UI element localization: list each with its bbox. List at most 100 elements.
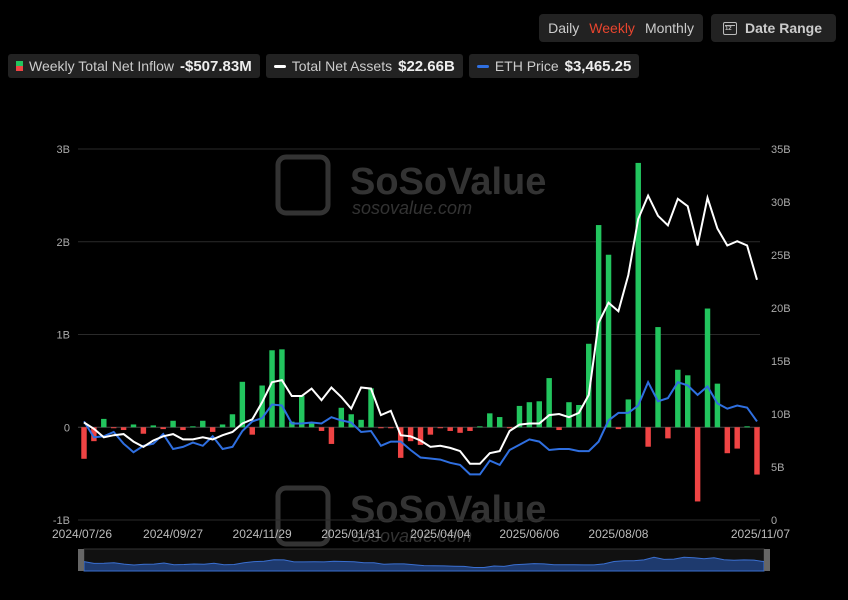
eth-price-line <box>83 379 758 476</box>
inflow-bar <box>675 369 681 428</box>
inflow-bar <box>81 427 87 459</box>
inflow-bar <box>318 427 325 431</box>
legend-inflow[interactable]: Weekly Total Net Inflow -$507.83M <box>8 54 260 78</box>
tab-daily[interactable]: Daily <box>548 20 580 36</box>
inflow-bar <box>506 427 513 429</box>
inflow-bar <box>427 427 434 435</box>
inflow-bar <box>180 427 186 431</box>
period-selector: Daily Weekly Monthly <box>539 14 703 42</box>
legend-inflow-value: -$507.83M <box>180 57 252 75</box>
legend-price-value: $3,465.25 <box>564 57 632 75</box>
net-assets-line <box>83 193 758 465</box>
x-tick-label: 2024/11/29 <box>233 527 292 541</box>
inflow-bar <box>101 418 107 428</box>
legend-assets-label: Total Net Assets <box>291 58 393 74</box>
calendar-icon <box>722 21 737 35</box>
inflow-bar <box>417 427 424 445</box>
y-axis-right: 35B 30B 25B 20B 15B 10B 5B 0 <box>771 144 791 527</box>
y-right-tick-label: 5B <box>771 462 784 474</box>
inflow-bar <box>754 427 760 475</box>
inflow-bar <box>219 424 226 428</box>
legend-assets[interactable]: Total Net Assets $22.66B <box>265 54 463 78</box>
inflow-bar <box>140 427 147 434</box>
inflow-bar <box>576 404 582 428</box>
legend-inflow-label: Weekly Total Net Inflow <box>29 58 174 74</box>
inflow-bar <box>615 427 622 430</box>
inflow-bar <box>91 427 97 442</box>
watermark-logo <box>275 154 331 216</box>
navigator-sparkline <box>83 556 765 572</box>
watermark-brand: SoSoValue <box>350 489 546 531</box>
y-right-tick-label: 30B <box>771 197 791 209</box>
inflow-bar <box>259 385 265 428</box>
toolbar: Daily Weekly Monthly Date Range <box>539 14 836 42</box>
line-swatch-icon <box>476 64 489 68</box>
series-lines <box>83 193 758 476</box>
tab-monthly[interactable]: Monthly <box>644 20 694 36</box>
inflow-bar <box>496 417 503 428</box>
watermark-url: sosovalue.com <box>352 526 472 546</box>
y-right-tick-label: 35B <box>771 144 791 156</box>
inflow-bar <box>635 162 641 428</box>
inflow-bar <box>516 405 523 428</box>
navigator-handle-left[interactable] <box>78 549 84 571</box>
inflow-bar <box>338 407 345 428</box>
y-right-tick-label: 10B <box>771 409 791 421</box>
x-tick-label: 2025/08/08 <box>588 527 648 541</box>
inflow-bar <box>200 420 206 428</box>
inflow-bar <box>694 427 701 502</box>
y-left-tick-label: 0 <box>64 422 70 434</box>
range-navigator[interactable] <box>78 548 770 572</box>
inflow-bar <box>120 427 127 431</box>
inflow-bar <box>605 254 612 428</box>
date-range-button[interactable]: Date Range <box>710 14 836 42</box>
navigator-handle-right[interactable] <box>764 549 770 571</box>
watermark-bottom: SoSoValue sosovalue.com <box>275 485 546 547</box>
bar-swatch-icon <box>16 61 23 71</box>
y-right-tick-label: 0 <box>771 515 777 527</box>
inflow-bar <box>328 427 335 444</box>
x-tick-label: 2025/11/07 <box>731 527 790 541</box>
inflow-bar <box>556 427 562 431</box>
inflow-bar <box>645 427 651 447</box>
tab-weekly[interactable]: Weekly <box>589 20 635 36</box>
inflow-bar <box>239 381 246 428</box>
inflow-bar <box>407 427 414 442</box>
inflow-bar <box>586 343 592 428</box>
inflow-bar <box>714 383 721 428</box>
inflow-bar <box>299 395 305 428</box>
inflow-bar <box>447 427 453 431</box>
inflow-bar <box>209 427 216 432</box>
y-left-tick-label: 2B <box>57 237 70 249</box>
y-left-tick-label: 3B <box>57 144 70 156</box>
y-left-tick-label: -1B <box>53 515 70 527</box>
inflow-bar <box>269 350 275 428</box>
y-right-tick-label: 25B <box>771 250 791 262</box>
inflow-bar <box>655 327 661 428</box>
inflow-bar <box>546 378 552 428</box>
y-right-tick-label: 20B <box>771 303 791 315</box>
x-tick-label: 2024/09/27 <box>143 527 203 541</box>
date-range-label: Date Range <box>744 20 822 36</box>
inflow-bar <box>734 427 740 449</box>
inflow-bar <box>724 427 731 454</box>
x-tick-label: 2025/04/04 <box>410 527 470 541</box>
inflow-bar <box>308 423 315 428</box>
legend-price[interactable]: ETH Price $3,465.25 <box>468 54 640 78</box>
x-tick-label: 2025/06/06 <box>499 527 559 541</box>
y-right-tick-label: 15B <box>771 356 791 368</box>
inflow-bar <box>487 413 493 428</box>
watermark-top: SoSoValue sosovalue.com <box>275 154 546 218</box>
x-axis: 2024/07/26 2024/09/27 2024/11/29 2025/01/31… <box>52 527 790 541</box>
inflow-bar <box>358 419 364 428</box>
legend-assets-value: $22.66B <box>398 57 455 75</box>
inflow-bar <box>536 401 542 428</box>
inflow-bar <box>249 427 255 435</box>
inflow-bar <box>744 426 750 428</box>
inflow-bar <box>150 425 157 428</box>
x-tick-label: 2025/01/31 <box>321 527 381 541</box>
inflow-bar <box>388 427 394 429</box>
inflow-bar <box>378 427 384 429</box>
inflow-bar <box>684 375 691 428</box>
